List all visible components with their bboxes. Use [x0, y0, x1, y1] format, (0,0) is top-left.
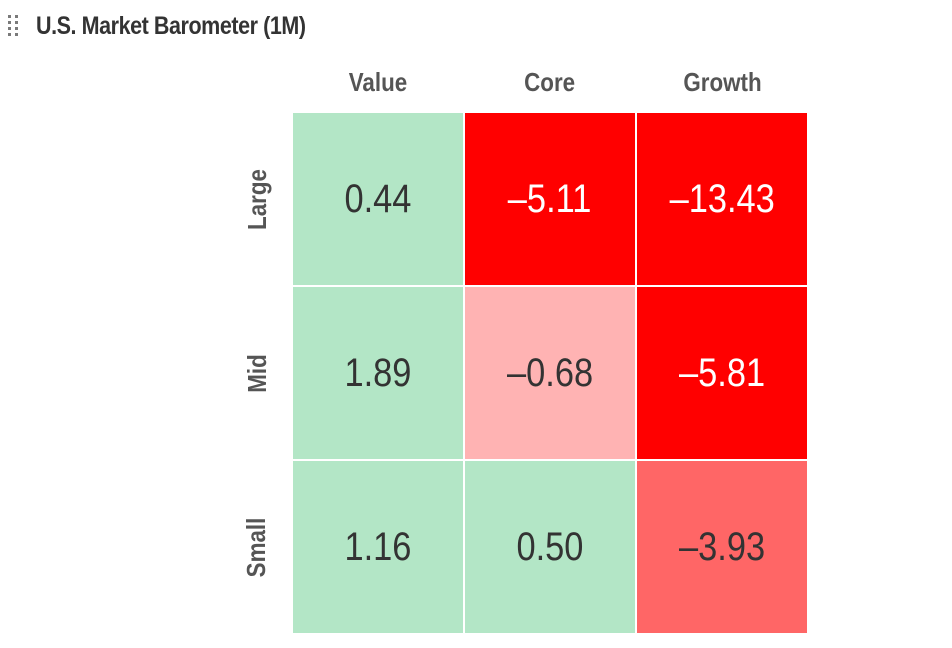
drag-handle-icon[interactable]: [6, 13, 22, 39]
cell-value: 1.16: [344, 524, 412, 569]
cell-value: –13.43: [669, 176, 775, 221]
barometer-grid: 0.44 –5.11 –13.43 1.89 –0.68 –5.81 1.16 0.50 –3.…: [293, 113, 807, 635]
row-header-small: Small: [241, 517, 272, 577]
heatmap-cell-mid-value: 1.89: [293, 287, 463, 459]
cell-value: –3.93: [678, 524, 766, 569]
heatmap-cell-mid-core: –0.68: [465, 287, 635, 459]
row-header-large: Large: [241, 168, 272, 230]
cell-value: –5.81: [678, 350, 766, 395]
column-header-value: Value: [348, 67, 408, 97]
heatmap-cell-large-value: 0.44: [293, 113, 463, 285]
column-header-growth: Growth: [682, 67, 762, 97]
heatmap-cell-large-growth: –13.43: [637, 113, 807, 285]
cell-value: –5.11: [508, 176, 592, 221]
cell-value: 1.89: [344, 350, 412, 395]
heatmap-cell-large-core: –5.11: [465, 113, 635, 285]
row-header-mid: Mid: [241, 353, 272, 393]
heatmap-cell-small-core: 0.50: [465, 461, 635, 633]
cell-value: –0.68: [506, 350, 594, 395]
cell-value: 0.44: [344, 176, 412, 221]
widget-title: U.S. Market Barometer (1M): [36, 11, 306, 40]
heatmap-cell-mid-growth: –5.81: [637, 287, 807, 459]
heatmap-cell-small-growth: –3.93: [637, 461, 807, 633]
heatmap-cell-small-value: 1.16: [293, 461, 463, 633]
widget-header: U.S. Market Barometer (1M): [6, 8, 349, 44]
cell-value: 0.50: [516, 524, 584, 569]
column-header-core: Core: [524, 67, 576, 97]
